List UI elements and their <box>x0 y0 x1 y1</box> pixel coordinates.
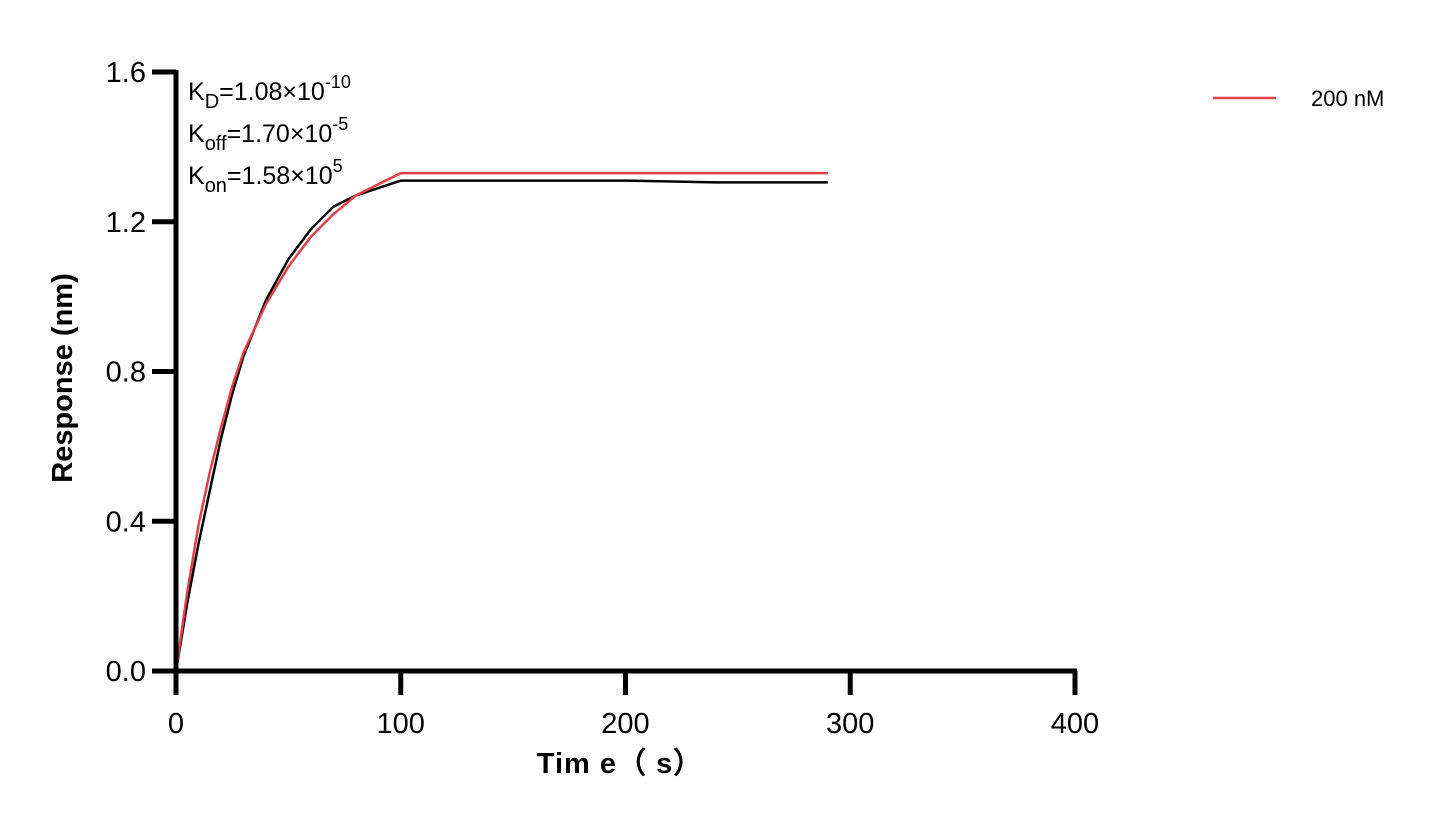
y-tick-label: 1.6 <box>106 57 146 89</box>
ticks: 0.0 0.4 0.8 1.2 1.6 0 100 200 300 400 <box>106 57 1100 740</box>
x-tick-label: 100 <box>377 708 425 740</box>
kinetic-annotation-d: KD=1.08×10-10 <box>188 72 351 113</box>
y-axis-title: Response (nm) <box>47 273 79 482</box>
axes <box>173 70 1077 674</box>
fit-curve-line <box>174 179 828 672</box>
y-tick-label: 0.4 <box>106 506 146 538</box>
x-tick-label: 400 <box>1051 708 1099 740</box>
legend: 200 nM <box>1213 86 1384 111</box>
kinetic-annotation-on: Kon=1.58×105 <box>188 156 343 197</box>
y-tick-label: 0.8 <box>106 357 146 389</box>
x-tick-label: 0 <box>168 708 184 740</box>
kinetic-annotation-off: Koff=1.70×10-5 <box>188 114 348 155</box>
x-axis-title: Tim e（ s） <box>537 747 703 780</box>
y-tick-label: 1.2 <box>106 207 146 239</box>
legend-label-200nm: 200 nM <box>1311 86 1384 111</box>
x-tick-label: 200 <box>601 708 649 740</box>
plot-area <box>174 171 828 672</box>
x-tick-label: 300 <box>826 708 874 740</box>
series-line-200nm <box>174 171 828 672</box>
y-tick-label: 0.0 <box>106 656 146 688</box>
